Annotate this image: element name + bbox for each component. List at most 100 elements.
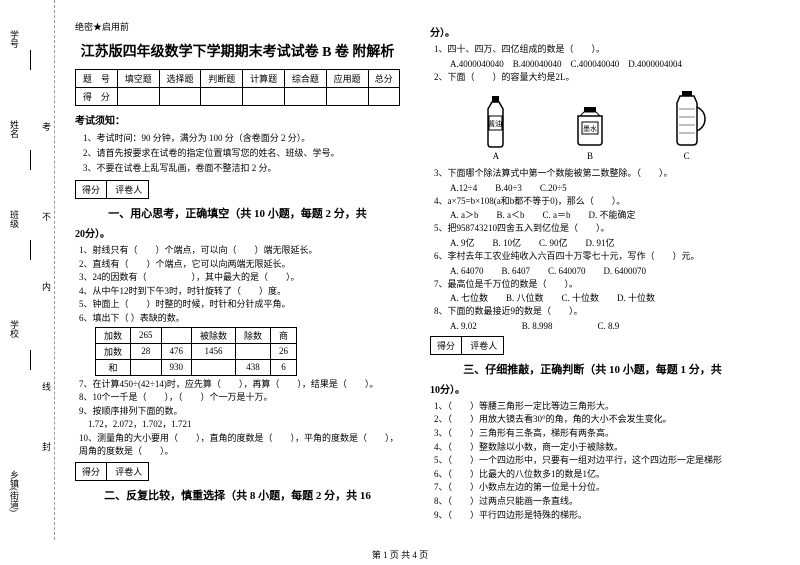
bottle-c: C [667,89,707,161]
q3-4: 4、（ ）整数除以小数，商一定小于被除数。 [434,441,755,454]
notice-item: 3、不要在试卷上乱写乱画，卷面不整洁扣 2 分。 [83,161,400,174]
q3-8: 8、（ ）过两点只能画一条直线。 [434,495,755,508]
binding-label-id: 学号 [8,30,21,48]
binding-line [30,150,31,170]
q1-1b: 2、直线有（ ）个端点，它可以向两端无限延长。 [79,258,400,271]
binding-label-school: 学校 [8,320,21,338]
section-score-box: 得分 评卷人 [75,180,149,199]
binding-margin: 学号 姓名 班级 学校 乡镇(街道) 考 不 内 线 封 [0,0,55,540]
cell: 被除数 [192,327,236,343]
cell: 438 [236,359,271,375]
binding-marker: 内 [42,280,51,293]
cell: 除数 [236,327,271,343]
binding-label-name: 姓名 [8,120,21,138]
q2-1: 1、四十、四万、四亿组成的数是（ ）。 [434,43,755,56]
th-fill: 填空题 [117,70,159,88]
binding-line [30,50,31,70]
binding-line [30,350,31,370]
q2-6-opts: A. 64070 B. 6407 C. 640070 D. 6400070 [450,264,755,277]
th-num: 题 号 [76,70,118,88]
section1-title: 一、用心思考，正确填空（共 10 小题，每题 2 分，共 [75,205,400,221]
score-cell[interactable] [243,88,285,106]
q2-6: 6、李村去年工农业纯收入六百四十万零七十元，写作（ ）元。 [434,250,755,263]
cell: 加数 [96,343,131,359]
exam-title: 江苏版四年级数学下学期期末考试试卷 B 卷 附解析 [75,41,400,61]
section-score-box: 得分 评卷人 [430,336,504,355]
section2-title: 二、反复比较，慎重选择（共 8 小题，每题 2 分，共 16 [75,487,400,503]
q2-1-opts: A.4000040040 B.400040040 C.400040040 D.4… [450,57,755,70]
th-judge: 判断题 [201,70,243,88]
q2-7: 7、最高位是千万位的数是（ ）。 [434,278,755,291]
bottle-a-label: A [478,151,513,161]
binding-marker: 不 [42,210,51,223]
q1-5: 6、填出下（ ）表缺的数。 [79,312,400,325]
cell: 1456 [192,343,236,359]
bottle-b: 墨水 B [570,104,610,161]
q1-9: 10、测量角的大小要用（ ），直角的度数是（ ），平角的度数是（ ），周角的度数… [79,432,400,457]
q1-4: 5、钟面上（ ）时整的时候，时针和分针成平角。 [79,298,400,311]
cell: 26 [271,343,297,359]
score-cell[interactable] [326,88,368,106]
q1-7: 8、10个一千是（ ），（ ）个一万是十万。 [79,391,400,404]
grader-label: 评卷人 [464,337,503,354]
th-choice: 选择题 [159,70,201,88]
q3-1: 1、（ ）等腰三角形一定比等边三角形大。 [434,400,755,413]
score-cell[interactable] [368,88,399,106]
cell [131,359,162,375]
bottle-b-label: B [570,151,610,161]
grader-label: 评卷人 [109,181,148,198]
th-calc: 计算题 [243,70,285,88]
binding-marker: 考 [42,120,51,133]
cell [236,343,271,359]
q2-3: 3、下面哪个除法算式中第一个数能被第二数整除。（ ）。 [434,167,755,180]
binding-marker: 封 [42,440,51,453]
thermos-icon [667,89,707,149]
section1-cont: 20分）。 [75,225,400,240]
th-comp: 综合题 [284,70,326,88]
q2-4: 4、a×75=b×108(a和b都不等于0)，那么（ ）。 [434,195,755,208]
left-column: 绝密★启用前 江苏版四年级数学下学期期末考试试卷 B 卷 附解析 题 号 填空题… [60,20,415,522]
cell [161,327,192,343]
q2-5: 5、把958743210四舍五入到亿位是（ ）。 [434,222,755,235]
cell: 6 [271,359,297,375]
q3-6: 6、（ ）比最大的八位数多1的数是1亿。 [434,468,755,481]
section3-title: 三、仔细推敲，正确判断（共 10 小题，每题 1 分，共 [430,361,755,377]
cell: 28 [131,343,162,359]
row-score-label: 得 分 [76,88,118,106]
q3-9: 9、（ ）平行四边形是特殊的梯形。 [434,509,755,522]
q2-3-opts: A.12÷4 B.40÷3 C.20÷5 [450,181,755,194]
bottle-c-label: C [667,151,707,161]
score-label: 得分 [431,337,462,354]
cell: 和 [96,359,131,375]
notice-title: 考试须知： [75,112,400,127]
binding-line [30,240,31,260]
q1-6: 7、在计算450÷(42÷14)时，应先算（ ），再算（ ），结果是（ ）。 [79,378,400,391]
score-label: 得分 [76,181,107,198]
right-column: 分）。 1、四十、四万、四亿组成的数是（ ）。 A.4000040040 B.4… [415,20,770,522]
svg-text:墨水: 墨水 [583,124,597,133]
binding-label-class: 班级 [8,210,21,228]
notice-item: 2、请首先按要求在试卷的指定位置填写您的姓名、班级、学号。 [83,146,400,159]
q2-8-opts: A. 9.02 B. 8.998 C. 8.9 [450,319,755,332]
score-cell[interactable] [159,88,201,106]
score-cell[interactable] [201,88,243,106]
soy-bottle-icon: 酱油 [478,94,513,149]
q1-2: 3、24的因数有（ ），其中最大的是（ ）。 [79,271,400,284]
grader-label: 评卷人 [109,463,148,480]
q1-1: 1、射线只有（ ）个端点，可以向（ ）端无限延长。 [79,244,400,257]
score-cell[interactable] [284,88,326,106]
binding-label-town: 乡镇(街道) [8,470,21,512]
bottle-a: 酱油 A [478,94,513,161]
svg-text:酱油: 酱油 [488,119,502,128]
cell [192,359,236,375]
score-cell[interactable] [117,88,159,106]
cell: 930 [161,359,192,375]
q1-3: 4、从中午12时到下午3时，时针旋转了（ ）度。 [79,285,400,298]
cell: 商 [271,327,297,343]
q2-7-opts: A. 七位数 B. 八位数 C. 十位数 D. 十位数 [450,291,755,304]
secret-label: 绝密★启用前 [75,20,400,33]
q3-5: 5、（ ）一个四边形中，只要有一组对边平行，这个四边形一定是梯形 [434,454,755,467]
bottle-images: 酱油 A 墨水 B [450,89,735,161]
q1-8b: 1.72，2.072，1.702，1.721 [79,418,400,431]
q2-4-opts: A. a＞b B. a＜b C. a＝b D. 不能确定 [450,208,755,221]
